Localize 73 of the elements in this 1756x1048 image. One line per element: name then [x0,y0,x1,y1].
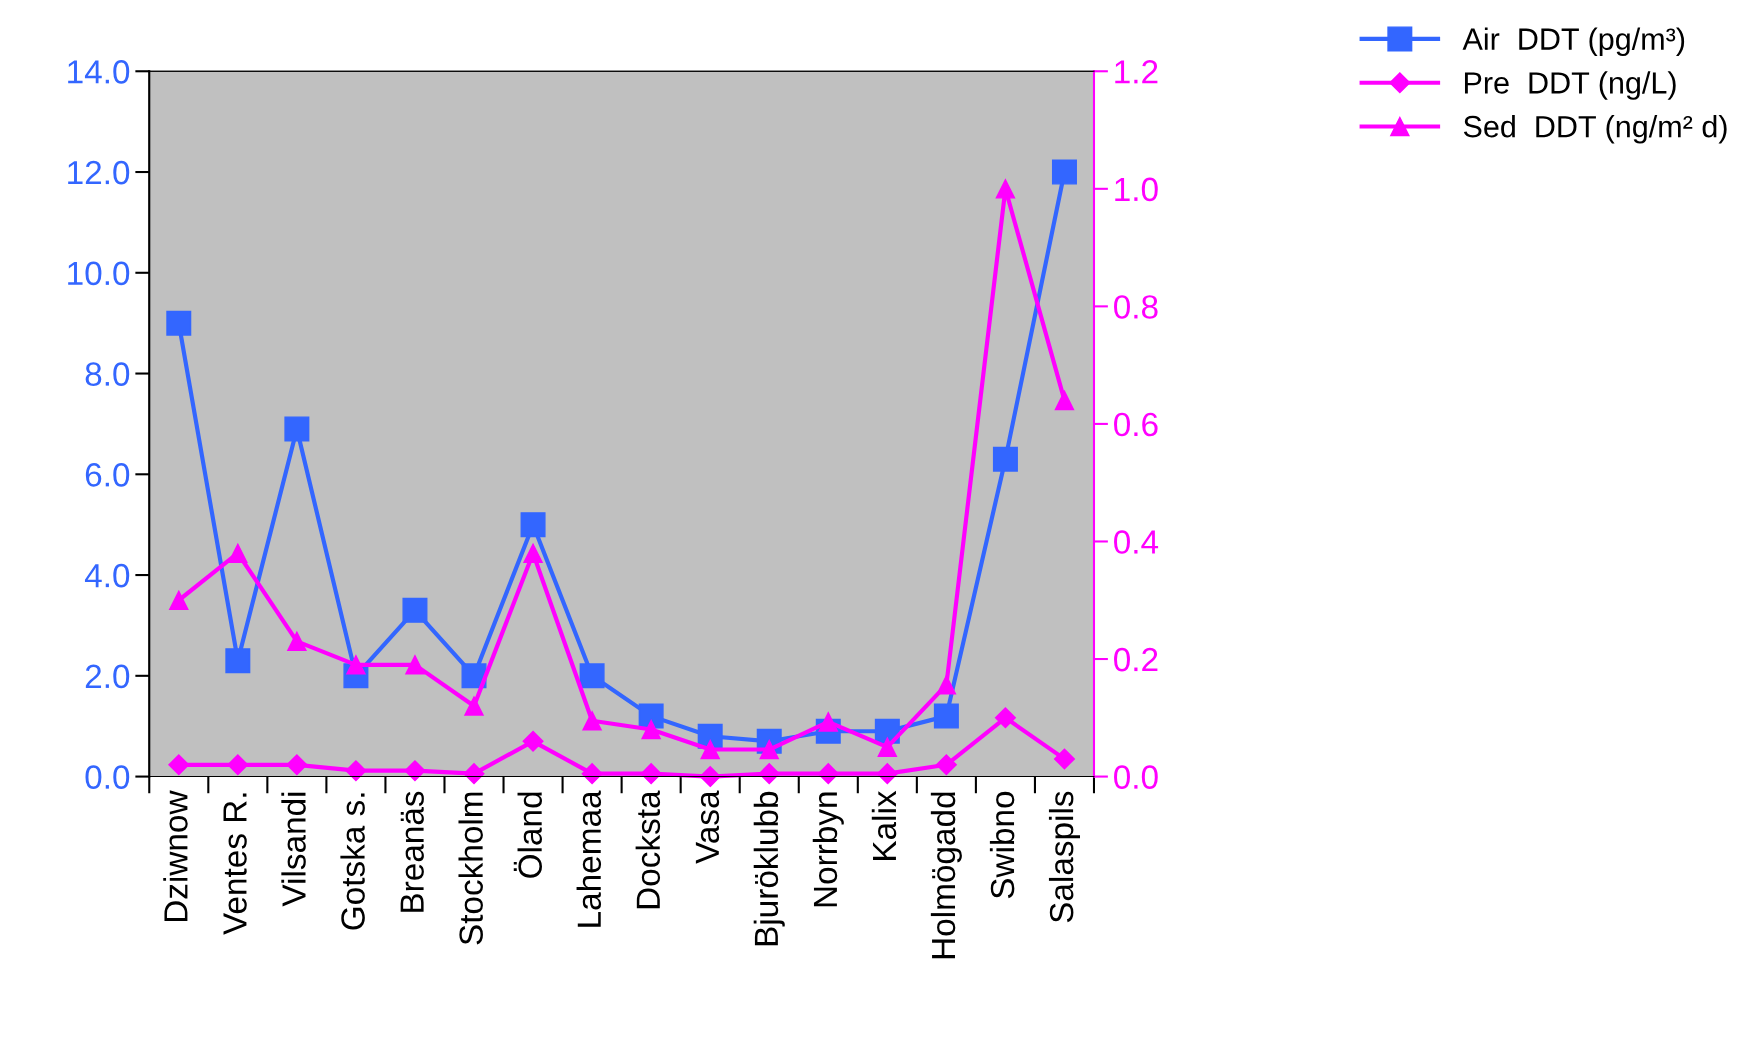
point [876,763,898,785]
y2-tick-label: 0.6 [1114,412,1158,437]
x-tick-label: Breanäs [400,791,424,912]
point [817,763,839,785]
point [992,446,1018,472]
point [933,703,959,729]
x-tick-label: Norrbyn [812,792,844,907]
x-tick-label: Salaspils [1048,791,1080,923]
legend-label: Sed DDT (ng/m² d) [1463,115,1727,144]
legend-label: Air DDT (pg/m³) [1462,27,1685,56]
point [405,655,425,675]
point [169,590,189,610]
x-tick-label: Stockholm [458,792,483,945]
point [582,711,602,731]
y2-tick-label: 0.2 [1114,647,1158,672]
point [641,719,661,740]
point [228,543,248,563]
y-tick-label: 10.0 [68,261,130,286]
point [345,760,367,782]
point [1054,390,1075,411]
point [402,597,428,623]
point [168,754,190,776]
point [284,416,310,442]
y2-tick-label: 1.0 [1115,177,1158,202]
x-tick-label: Öland [513,792,542,878]
point [640,763,662,785]
y-tick-label: 4.0 [84,563,130,588]
point [227,754,249,776]
x-tick-label: Swibno [989,791,1015,899]
y2-tick-label: 0.8 [1114,295,1158,319]
y-tick-label: 6.0 [85,463,130,487]
point [699,766,721,788]
y-tick-label: 8.0 [85,362,130,386]
y-tick-label: 2.0 [85,664,130,689]
point [463,763,485,785]
x-tick-label: Gotska s. [340,793,365,930]
point [225,648,251,674]
y2-tick-label: 0.0 [1114,765,1158,789]
x-tick-label: Vilsandi [281,792,306,907]
x-tick-label: Docksta [635,790,661,909]
y-tick-label: 14.0 [68,60,130,84]
x-tick-label: Vasa [695,790,720,864]
point [758,763,780,785]
point [464,696,484,716]
point [936,675,957,695]
x-tick-label: Lahemaa [576,790,602,927]
point [286,754,308,776]
point [995,179,1016,199]
point [522,730,544,752]
point [700,739,720,760]
point [877,737,898,757]
y-tick-label: 12.0 [68,160,130,185]
point [581,763,603,785]
legend-label: Pre DDT (ng/L) [1464,71,1676,100]
y2-tick-label: 1.2 [1115,60,1158,84]
x-tick-label: Holmögadd [930,792,962,959]
x-tick-label: Kalix [871,790,897,860]
point [935,754,957,776]
point [520,512,546,538]
x-tick-label: Dziwnow [163,790,188,922]
point [579,663,605,689]
point [1053,748,1075,770]
y-tick-label: 0.0 [85,765,130,789]
point [523,543,543,563]
point [346,655,366,675]
point [404,760,426,782]
point [1051,159,1077,185]
x-tick-label: Ventes R. [223,793,247,935]
point [994,707,1016,729]
x-tick-label: Bjuröklubb [753,791,785,946]
point [166,310,192,336]
point [287,631,307,652]
y2-tick-label: 0.4 [1114,530,1159,554]
